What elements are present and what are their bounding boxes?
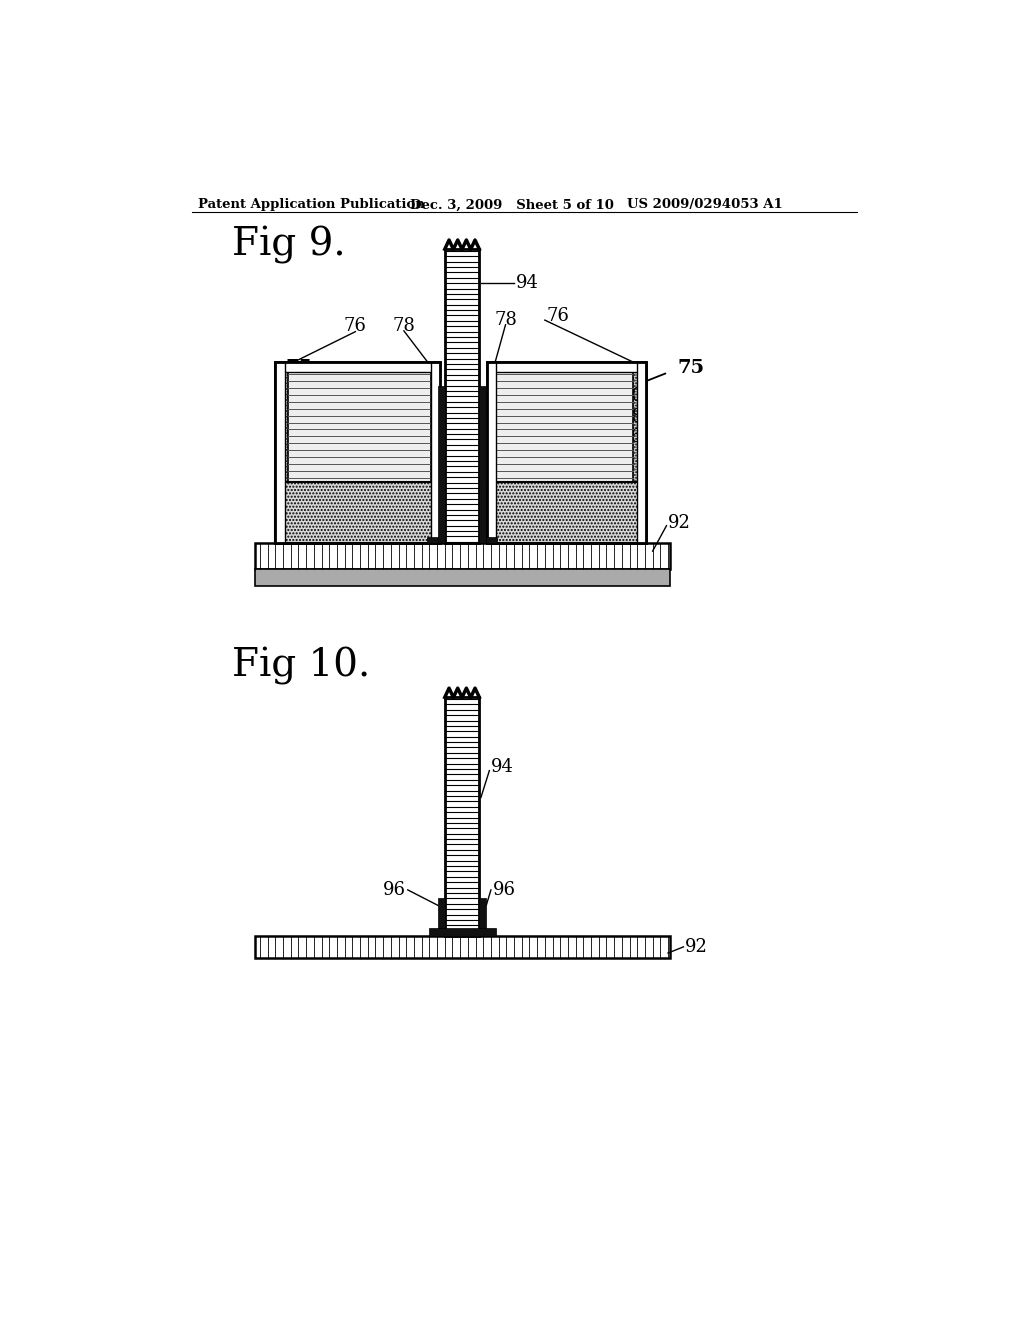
- Polygon shape: [275, 363, 440, 544]
- Polygon shape: [486, 537, 497, 544]
- Bar: [275, 363, 440, 372]
- Polygon shape: [487, 363, 646, 544]
- Bar: [275, 482, 437, 544]
- Text: 94: 94: [515, 275, 539, 292]
- Text: 78: 78: [392, 317, 416, 335]
- Bar: [479, 898, 486, 936]
- Bar: [494, 372, 634, 482]
- Polygon shape: [427, 537, 438, 544]
- Text: 96: 96: [493, 880, 515, 899]
- Text: 78: 78: [495, 312, 517, 329]
- Bar: [255, 569, 670, 586]
- Bar: [487, 363, 646, 372]
- Text: 75: 75: [286, 359, 313, 376]
- Text: Fig 10.: Fig 10.: [232, 647, 371, 685]
- Bar: [479, 385, 486, 544]
- Bar: [487, 482, 646, 544]
- Bar: [289, 372, 431, 482]
- Text: Dec. 3, 2009   Sheet 5 of 10: Dec. 3, 2009 Sheet 5 of 10: [410, 198, 614, 211]
- Bar: [637, 363, 646, 544]
- Bar: [431, 363, 440, 544]
- Bar: [487, 363, 497, 544]
- Bar: [429, 928, 496, 936]
- Text: 80: 80: [621, 387, 643, 404]
- Text: 76: 76: [344, 317, 367, 335]
- Text: 88: 88: [621, 408, 643, 426]
- Bar: [275, 363, 285, 544]
- Text: 96: 96: [383, 880, 407, 899]
- Text: Fig 9.: Fig 9.: [232, 226, 346, 264]
- Bar: [275, 363, 440, 544]
- Text: 92: 92: [668, 513, 691, 532]
- Bar: [255, 936, 670, 958]
- Bar: [487, 363, 646, 544]
- Text: 88: 88: [286, 408, 309, 426]
- Bar: [255, 544, 670, 569]
- Text: 92: 92: [685, 939, 708, 956]
- Text: 75: 75: [677, 359, 705, 376]
- Text: 80: 80: [286, 387, 309, 404]
- Text: 96: 96: [286, 428, 309, 446]
- Bar: [438, 898, 444, 936]
- Text: 76: 76: [547, 308, 569, 325]
- Text: 94: 94: [490, 758, 514, 776]
- Bar: [444, 249, 479, 544]
- Text: US 2009/0294053 A1: US 2009/0294053 A1: [628, 198, 783, 211]
- Bar: [438, 385, 444, 544]
- Bar: [444, 697, 479, 936]
- Text: Patent Application Publication: Patent Application Publication: [199, 198, 425, 211]
- Text: 96: 96: [621, 428, 643, 446]
